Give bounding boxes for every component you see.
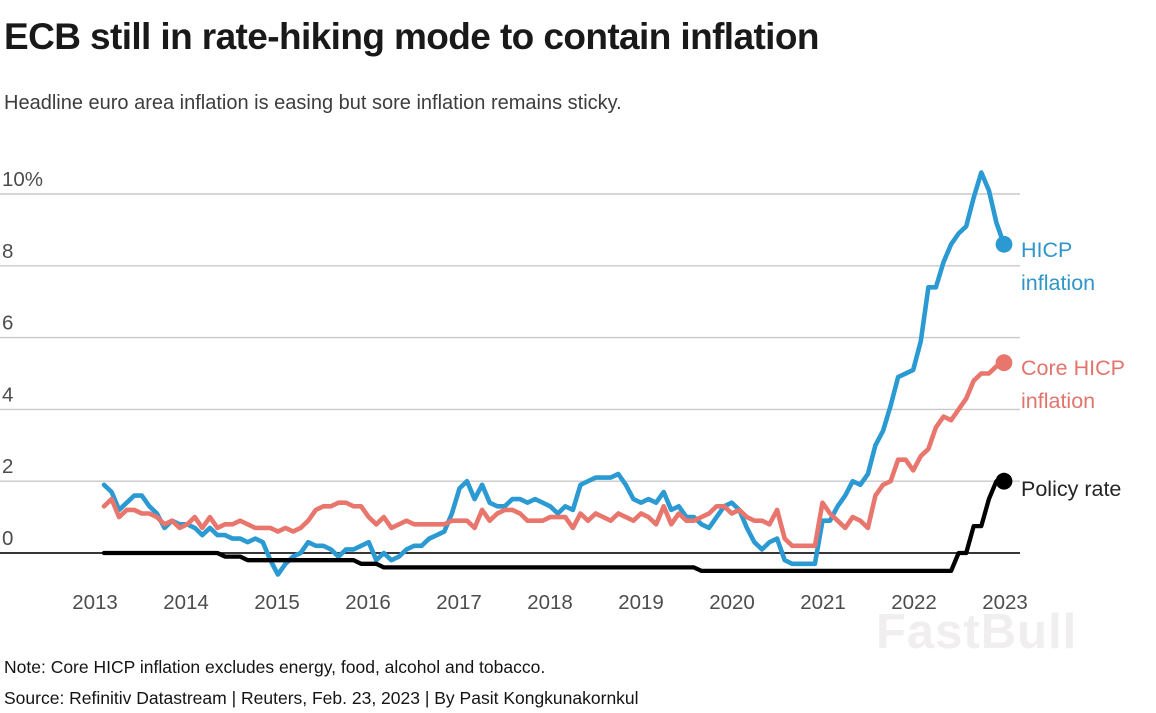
x-tick-label: 2016 (345, 591, 391, 614)
y-tick-label: 2 (2, 455, 13, 478)
y-tick-label: 6 (2, 312, 13, 335)
x-tick-label: 2019 (618, 591, 664, 614)
legend-hicp-line2: inflation (1021, 271, 1096, 295)
chart-note: Note: Core HICP inflation excludes energ… (4, 657, 546, 677)
legend-hicp-inflation: HICP inflation (1021, 234, 1095, 300)
x-tick-label: 2021 (800, 591, 846, 614)
x-tick-label: 2014 (163, 591, 209, 614)
fastbull-watermark: FastBull (876, 605, 1078, 659)
y-tick-label: 0 (2, 527, 13, 550)
legend-policy-rate: Policy rate (1021, 473, 1121, 506)
series-core-hicp-inflation-end-dot (995, 354, 1013, 372)
legend-policy-line1: Policy rate (1021, 477, 1122, 501)
series-policy-rate-line (101, 479, 1007, 574)
legend-core-hicp-inflation: Core HICP inflation (1021, 352, 1125, 418)
x-tick-label: 2017 (436, 591, 482, 614)
line-chart: 10% 8 6 4 2 0 2013 2014 2015 2016 2017 2018 2019 2020… (0, 168, 1028, 614)
x-tick-label: 2013 (72, 591, 118, 614)
series-core-hicp-inflation-line (101, 360, 1007, 549)
legend-core-line2: inflation (1021, 389, 1096, 413)
chart-source: Source: Refinitiv Datastream | Reuters, … (4, 688, 639, 708)
legend-hicp-line1: HICP (1021, 238, 1073, 262)
x-tick-label: 2020 (709, 591, 755, 614)
series-hicp-inflation-line (101, 170, 1007, 577)
y-tick-label: 4 (2, 383, 13, 406)
chart-subtitle: Headline euro area inflation is easing b… (4, 92, 622, 114)
chart-title: ECB still in rate-hiking mode to contain… (4, 16, 819, 57)
x-tick-label: 2023 (982, 591, 1028, 614)
series-hicp-inflation-end-dot (995, 235, 1013, 253)
series-policy-rate-end-dot (995, 472, 1013, 490)
legend-core-line1: Core HICP (1021, 356, 1125, 380)
x-tick-label: 2022 (891, 591, 937, 614)
y-tick-label: 10% (2, 168, 43, 191)
x-tick-label: 2018 (527, 591, 573, 614)
x-tick-label: 2015 (254, 591, 300, 614)
y-tick-label: 8 (2, 240, 13, 263)
